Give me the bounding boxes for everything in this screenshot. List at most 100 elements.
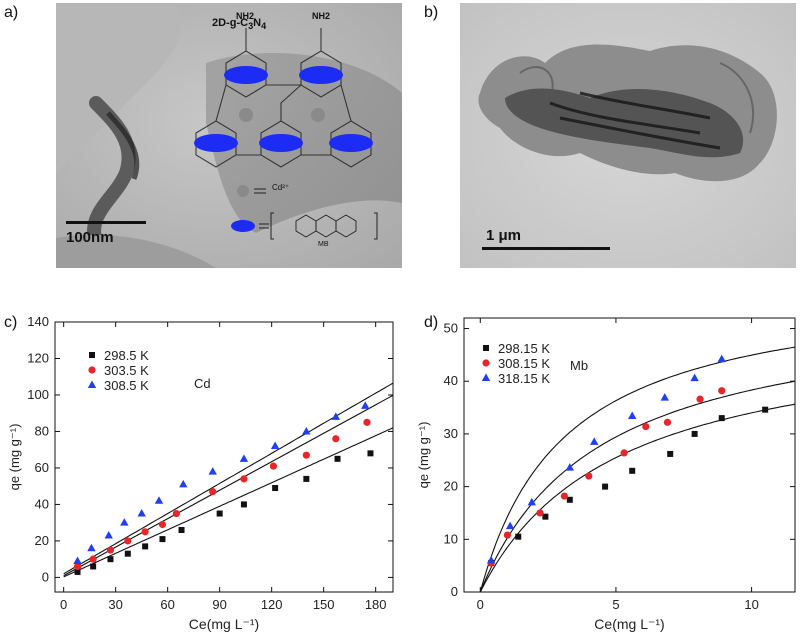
data-point-series-3 xyxy=(565,463,575,471)
x-tick-label: 60 xyxy=(160,597,174,612)
y-tick-label: 80 xyxy=(35,423,49,438)
data-point-series-1 xyxy=(334,455,341,462)
data-point-series-2 xyxy=(141,528,149,536)
legend-label-2: 303.5 K xyxy=(104,363,149,378)
data-point-series-1 xyxy=(124,550,131,557)
y-tick-label: 40 xyxy=(444,373,458,388)
data-point-series-2 xyxy=(89,555,97,563)
data-point-series-2 xyxy=(240,475,248,483)
data-point-series-1 xyxy=(667,450,674,457)
panel-b-label: b) xyxy=(424,4,439,21)
panel-d-label: d) xyxy=(424,314,439,331)
data-point-series-2 xyxy=(560,492,568,500)
data-point-series-3 xyxy=(73,556,82,564)
data-point-series-1 xyxy=(216,510,223,517)
data-point-series-2 xyxy=(158,520,167,529)
data-point-series-3 xyxy=(590,437,599,445)
data-point-series-1 xyxy=(718,415,725,422)
data-point-series-1 xyxy=(691,430,698,437)
chart-annotation: Cd xyxy=(194,376,211,391)
data-point-series-3 xyxy=(717,354,726,363)
legend-marker-1 xyxy=(89,352,95,358)
data-point-series-1 xyxy=(74,568,81,575)
data-point-series-2 xyxy=(503,531,512,539)
scalebar-b-label: 1 μm xyxy=(486,227,522,244)
data-point-series-2 xyxy=(209,488,217,496)
data-point-series-2 xyxy=(124,537,132,545)
data-point-series-2 xyxy=(620,449,628,457)
data-point-series-1 xyxy=(566,496,573,503)
legend-marker-2 xyxy=(88,366,96,374)
fit-curve-3 xyxy=(479,346,796,593)
data-point-series-3 xyxy=(331,412,340,420)
y-tick-label: 30 xyxy=(444,426,458,441)
data-point-series-1 xyxy=(90,563,97,570)
data-point-series-3 xyxy=(660,393,669,401)
panel-c-label: c) xyxy=(4,314,18,331)
legend-marker-3 xyxy=(87,380,97,388)
data-point-series-1 xyxy=(367,450,374,457)
data-point-series-3 xyxy=(179,479,188,488)
plot-frame xyxy=(463,317,796,593)
x-axis-label: Ce(mg L⁻¹) xyxy=(594,616,664,632)
data-point-series-1 xyxy=(272,485,279,492)
data-point-series-2 xyxy=(663,418,672,426)
structure-title: 2D-g-C3N4 xyxy=(212,17,267,32)
x-tick-label: 150 xyxy=(313,597,335,612)
x-tick-label: 0 xyxy=(477,597,484,612)
tem-micrograph-a xyxy=(56,3,402,268)
data-point-series-3 xyxy=(270,441,280,450)
data-point-series-1 xyxy=(159,536,166,543)
data-point-series-3 xyxy=(104,530,113,539)
data-point-series-3 xyxy=(486,555,496,564)
y-tick-label: 20 xyxy=(444,479,458,494)
data-point-series-1 xyxy=(303,475,310,482)
data-point-series-3 xyxy=(690,373,699,382)
legend-label-1: 298.5 K xyxy=(104,348,149,363)
data-point-series-1 xyxy=(542,513,549,520)
data-point-series-2 xyxy=(172,509,180,518)
scalebar-a-label: 100nm xyxy=(66,229,114,246)
y-tick-label: 120 xyxy=(27,350,49,365)
data-point-series-3 xyxy=(154,496,164,504)
plot-frame xyxy=(54,321,394,593)
data-point-series-3 xyxy=(302,426,311,435)
tem-image-b: 1 μm xyxy=(460,3,796,268)
y-tick-label: 10 xyxy=(444,531,458,546)
data-point-series-1 xyxy=(240,501,247,508)
isotherm-chart-mb: 0 5 10 0 10 20 30 40 50 Ce(mg L⁻¹) qe (mg g⁻¹) 298.… xyxy=(416,317,796,632)
x-axis-label: Ce(mg L⁻¹) xyxy=(189,616,259,632)
x-tick-label: 180 xyxy=(365,597,387,612)
nh2-label-left: NH2 xyxy=(236,11,255,21)
data-point-series-1 xyxy=(107,556,114,563)
panel-a-label: a) xyxy=(4,4,19,21)
data-point-series-3 xyxy=(361,401,370,409)
fit-curve-2 xyxy=(479,380,796,593)
data-point-series-1 xyxy=(178,526,185,533)
data-point-series-3 xyxy=(87,543,96,552)
data-point-series-3 xyxy=(628,411,637,420)
data-point-series-1 xyxy=(515,533,522,540)
legend-cd-label: Cd²⁺ xyxy=(272,183,290,192)
y-tick-label: 50 xyxy=(444,321,458,336)
data-point-series-3 xyxy=(208,467,217,475)
y-axis-label: qe (mg g⁻¹) xyxy=(416,422,431,489)
x-tick-label: 90 xyxy=(212,597,226,612)
data-point-series-3 xyxy=(137,509,146,517)
y-tick-label: 0 xyxy=(42,569,49,584)
legend-label-1: 298.15 K xyxy=(498,341,550,356)
data-point-series-2 xyxy=(585,472,593,480)
data-point-series-2 xyxy=(332,435,340,443)
legend-label-3: 318.15 K xyxy=(498,371,550,386)
data-point-series-3 xyxy=(120,518,129,526)
data-point-series-2 xyxy=(106,546,115,554)
x-tick-label: 5 xyxy=(612,597,619,612)
x-tick-label: 10 xyxy=(744,597,758,612)
legend-marker-3 xyxy=(481,373,491,381)
legend-mb-label: MB xyxy=(318,241,329,248)
data-point-series-2 xyxy=(536,509,544,517)
tem-image-a: 100nm 2D-g-C3N4 NH2 NH2 Cd²⁺ MB xyxy=(56,3,402,268)
y-tick-label: 40 xyxy=(35,496,49,511)
data-point-series-2 xyxy=(302,451,310,459)
x-tick-label: 30 xyxy=(108,597,122,612)
